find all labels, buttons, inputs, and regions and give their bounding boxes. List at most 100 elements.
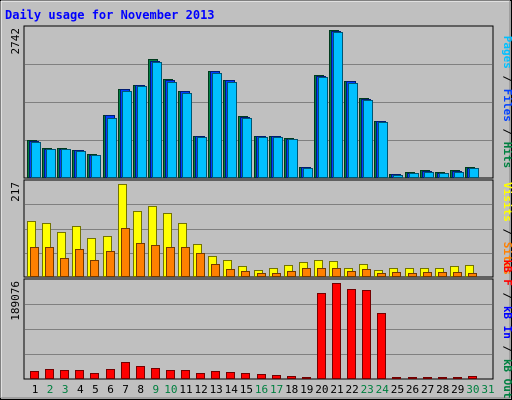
- bar-kb-f: [468, 376, 477, 379]
- bar-kb-f: [211, 371, 220, 379]
- right-label-part: Visits: [501, 182, 512, 222]
- x-tick-label: 11: [179, 383, 192, 396]
- bar-kb-f: [257, 374, 266, 379]
- x-tick-label: 5: [92, 383, 99, 396]
- bar-pages: [469, 168, 479, 178]
- bar-sites: [423, 272, 432, 277]
- right-axis-label: Visits / Sites: [501, 182, 512, 275]
- bar-sites: [211, 264, 220, 277]
- bar-kb-f: [121, 362, 130, 379]
- x-tick-label: 30: [466, 383, 479, 396]
- x-tick-label: 26: [406, 383, 419, 396]
- right-label-part: /: [501, 222, 512, 242]
- bar-kb-f: [196, 373, 205, 379]
- bar-sites: [392, 272, 401, 277]
- x-tick-label: 14: [225, 383, 239, 396]
- bar-sites: [121, 228, 130, 277]
- x-tick-label: 1: [32, 383, 39, 396]
- bar-kb-f: [75, 370, 84, 379]
- right-label-part: /: [501, 339, 512, 359]
- right-axis-label: kB F / kB In / kB Out: [501, 259, 512, 398]
- x-tick-label: 27: [421, 383, 434, 396]
- bar-kb-f: [60, 370, 69, 379]
- panel-middle: 217 Visits / Sites: [9, 179, 512, 278]
- bar-kb-f: [453, 377, 462, 379]
- right-axis-label: Pages / Files / Hits: [501, 36, 512, 169]
- bar-sites: [75, 249, 84, 277]
- right-label-part: Files: [501, 89, 512, 122]
- bar-pages: [318, 77, 328, 178]
- bar-sites: [106, 251, 115, 277]
- bar-sites: [362, 269, 371, 277]
- x-tick-label: 24: [376, 383, 390, 396]
- bar-kb-f: [362, 290, 371, 379]
- bar-kb-f: [151, 368, 160, 379]
- bar-pages: [31, 142, 41, 178]
- bar-sites: [241, 271, 250, 277]
- bar-pages: [424, 172, 434, 178]
- bar-kb-f: [106, 369, 115, 379]
- bar-kb-f: [136, 366, 145, 379]
- panel-top: 2742 Pages / Files / Hits: [9, 25, 512, 179]
- bar-sites: [438, 272, 447, 277]
- bar-sites: [45, 247, 54, 277]
- right-label-part: /: [501, 286, 512, 306]
- x-tick-label: 28: [436, 383, 449, 396]
- bar-pages: [288, 139, 298, 178]
- y-max-label: 217: [9, 182, 22, 202]
- x-tick-label: 18: [285, 383, 298, 396]
- bar-sites: [257, 273, 266, 277]
- bar-pages: [212, 73, 222, 178]
- bar-sites: [272, 273, 281, 277]
- bar-pages: [393, 175, 403, 178]
- panel-bottom: 189076 kB F / kB In / kB Out: [9, 259, 512, 398]
- x-tick-label: 10: [164, 383, 177, 396]
- right-label-part: kB F: [501, 259, 512, 286]
- right-label-part: kB Out: [501, 359, 512, 399]
- bar-pages: [167, 82, 177, 178]
- x-tick-label: 12: [194, 383, 207, 396]
- bar-sites: [151, 245, 160, 277]
- bar-pages: [182, 93, 192, 178]
- x-tick-label: 29: [451, 383, 464, 396]
- bar-sites: [317, 268, 326, 277]
- bar-kb-f: [45, 369, 54, 379]
- bar-pages: [348, 83, 358, 178]
- bar-pages: [197, 137, 207, 178]
- bar-sites: [30, 247, 39, 277]
- bar-pages: [303, 168, 313, 178]
- bar-pages: [454, 172, 464, 178]
- bar-sites: [347, 271, 356, 277]
- bar-kb-f: [226, 372, 235, 379]
- bar-pages: [61, 149, 71, 178]
- bar-pages: [122, 91, 132, 178]
- bar-sites: [408, 273, 417, 277]
- right-label-part: kB In: [501, 306, 512, 339]
- bar-sites: [60, 258, 69, 277]
- bar-kb-f: [347, 289, 356, 379]
- x-axis-labels: 1 2 3 4 5 6 7 8 9 10 11 12 13 14 15 16 17 18 19 20 21 22 23 24 2…: [32, 383, 495, 396]
- bar-pages: [258, 137, 268, 178]
- bar-sites: [226, 269, 235, 277]
- x-tick-label: 6: [107, 383, 114, 396]
- bar-pages: [227, 82, 237, 178]
- right-label-part: Sites: [501, 242, 512, 275]
- bar-pages: [76, 151, 86, 178]
- x-tick-label: 25: [391, 383, 404, 396]
- x-tick-label: 8: [137, 383, 144, 396]
- bar-kb-f: [287, 376, 296, 379]
- bar-pages: [333, 32, 343, 178]
- bar-pages: [46, 149, 56, 178]
- bar-kb-f: [272, 375, 281, 379]
- bar-sites: [166, 247, 175, 277]
- bar-pages: [409, 173, 419, 178]
- bar-sites: [181, 247, 190, 277]
- x-tick-label: 2: [47, 383, 54, 396]
- bar-kb-f: [30, 371, 39, 379]
- bar-sites: [90, 260, 99, 277]
- bar-pages: [273, 137, 283, 178]
- right-label-part: Hits: [501, 142, 512, 169]
- bar-sites: [287, 271, 296, 277]
- x-tick-label: 7: [122, 383, 129, 396]
